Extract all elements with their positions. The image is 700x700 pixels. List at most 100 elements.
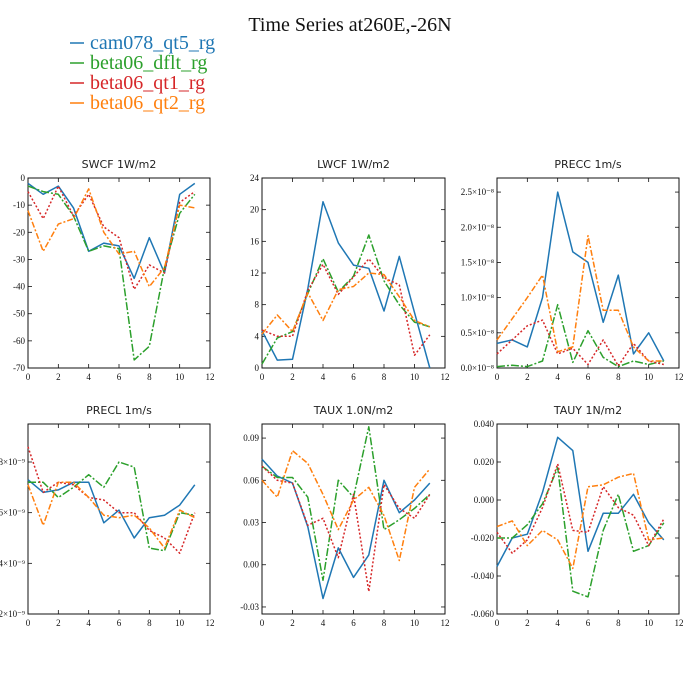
series-line-beta06_qt2_rg — [496, 472, 664, 570]
panel-title: SWCF 1W/m2 — [82, 158, 157, 171]
y-tick-label: -50 — [13, 309, 25, 319]
legend: cam078_qt5_rgbeta06_dflt_rgbeta06_qt1_rg… — [70, 32, 215, 114]
x-tick-label: 6 — [117, 618, 122, 628]
x-tick-label: 0 — [495, 372, 500, 382]
x-tick-label: 12 — [441, 372, 450, 382]
x-tick-label: 4 — [321, 372, 326, 382]
panel-title: LWCF 1W/m2 — [317, 158, 390, 171]
x-tick-label: 8 — [382, 372, 387, 382]
x-tick-label: 12 — [675, 372, 684, 382]
x-tick-label: 2 — [525, 618, 530, 628]
y-tick-label: 0.020 — [474, 457, 495, 467]
plot-frame — [27, 177, 211, 369]
series-line-beta06_dflt_rg — [27, 185, 196, 361]
panel-title: TAUX 1.0N/m2 — [313, 404, 394, 417]
series-line-beta06_dflt_rg — [261, 234, 431, 365]
x-tick-label: 2 — [525, 372, 530, 382]
series-line-beta06_dflt_rg — [28, 461, 195, 552]
series-line-beta06_qt1_rg — [261, 465, 431, 593]
legend-label-cam078_qt5_rg: cam078_qt5_rg — [90, 32, 215, 54]
chart-panels: SWCF 1W/m20 2 4 6 8 10 12-70-60-50-40-30-20-10… — [0, 158, 684, 628]
x-tick-label: 12 — [206, 618, 215, 628]
x-tick-label: 4 — [321, 618, 326, 628]
plot-frame — [27, 423, 211, 615]
series-line-cam078_qt5_rg — [261, 201, 431, 369]
y-tick-label: -0.060 — [471, 609, 495, 619]
series-line-beta06_qt1_rg — [496, 463, 665, 554]
y-tick-label: -40 — [13, 282, 25, 292]
y-tick-label: -30 — [13, 254, 25, 264]
x-tick-label: 2 — [56, 618, 61, 628]
y-tick-label: 2.5×10⁻⁸ — [461, 187, 494, 197]
x-tick-label: 0 — [260, 618, 265, 628]
series-line-beta06_dflt_rg — [496, 303, 664, 368]
chart-title: Time Series at260E,-26N — [248, 14, 451, 36]
x-tick-label: 12 — [675, 618, 684, 628]
y-tick-label: 4 — [255, 331, 260, 341]
x-tick-label: 10 — [175, 618, 185, 628]
x-tick-label: 4 — [555, 372, 560, 382]
x-tick-label: 0 — [495, 618, 500, 628]
series-line-beta06_qt2_rg — [27, 481, 196, 549]
x-tick-label: 4 — [86, 618, 91, 628]
y-tick-label: 0.06 — [243, 475, 259, 485]
x-tick-label: 4 — [86, 372, 91, 382]
plot-frame — [496, 423, 680, 615]
y-tick-label: 0 — [21, 173, 26, 183]
y-tick-label: 8 — [255, 300, 260, 310]
series-line-beta06_qt1_rg — [27, 185, 196, 291]
y-tick-label: 0.000 — [474, 495, 495, 505]
y-tick-label: -60 — [13, 336, 25, 346]
y-tick-label: 0.03 — [243, 518, 259, 528]
series-line-beta06_qt2_rg — [496, 234, 664, 362]
y-tick-label: -0.040 — [471, 571, 495, 581]
y-tick-label: 12 — [250, 268, 259, 278]
x-tick-label: 2 — [290, 618, 295, 628]
plot-frame — [261, 423, 446, 615]
x-tick-label: 8 — [382, 618, 387, 628]
legend-label-beta06_qt2_rg: beta06_qt2_rg — [90, 92, 205, 114]
x-tick-label: 10 — [410, 372, 420, 382]
y-tick-label: 2×10⁻⁹ — [0, 609, 25, 619]
x-tick-label: 10 — [410, 618, 420, 628]
panel-title: PRECC 1m/s — [554, 158, 622, 171]
legend-label-beta06_qt1_rg: beta06_qt1_rg — [90, 72, 205, 94]
y-tick-label: 0.09 — [243, 433, 259, 443]
y-tick-label: -0.03 — [240, 602, 259, 612]
x-tick-label: 0 — [260, 372, 265, 382]
x-tick-label: 2 — [290, 372, 295, 382]
x-tick-label: 12 — [206, 372, 215, 382]
x-tick-label: 6 — [117, 372, 122, 382]
series-line-cam078_qt5_rg — [496, 436, 665, 567]
panel-3: PRECC 1m/s 0 2 4 6 8 10 12 0.0×10⁻⁸ 0.5×10⁻⁸ 1.0×1… — [461, 158, 684, 382]
series-line-beta06_dflt_rg — [261, 426, 431, 581]
series-line-cam078_qt5_rg — [496, 191, 665, 362]
x-tick-label: 12 — [441, 618, 450, 628]
y-tick-label: 0 — [255, 363, 260, 373]
series-line-beta06_qt1_rg — [261, 258, 431, 357]
panel-title: TAUY 1N/m2 — [553, 404, 622, 417]
panel-4: PRECL 1m/s 0 2 4 6 8 10 12 2×10⁻⁹ 4×10⁻⁹ 6×10⁻⁹ 8×1… — [0, 404, 215, 628]
y-tick-label: -20 — [13, 227, 25, 237]
y-tick-label: 24 — [250, 173, 260, 183]
y-tick-label: -70 — [13, 363, 25, 373]
x-tick-label: 4 — [555, 618, 560, 628]
y-tick-label: 2.0×10⁻⁸ — [461, 222, 494, 232]
y-tick-label: 1.0×10⁻⁸ — [461, 293, 494, 303]
series-line-beta06_qt2_rg — [261, 272, 431, 335]
x-tick-label: 8 — [147, 618, 152, 628]
x-tick-label: 10 — [644, 372, 654, 382]
panel-6: TAUY 1N/m2 0 2 4 6 8 10 12 -0.060 -0.040 -0.020 0.0… — [471, 404, 684, 628]
x-tick-label: 6 — [351, 618, 356, 628]
plot-frame — [261, 177, 446, 369]
y-tick-label: 0.5×10⁻⁸ — [461, 328, 494, 338]
x-tick-label: 10 — [175, 372, 185, 382]
series-line-beta06_qt1_rg — [496, 319, 664, 367]
x-tick-label: 0 — [26, 372, 31, 382]
y-tick-label: 0.040 — [474, 419, 495, 429]
y-tick-label: 0.00 — [243, 560, 259, 570]
series-line-cam078_qt5_rg — [27, 479, 196, 539]
panel-title: PRECL 1m/s — [86, 404, 152, 417]
x-tick-label: 6 — [351, 372, 356, 382]
